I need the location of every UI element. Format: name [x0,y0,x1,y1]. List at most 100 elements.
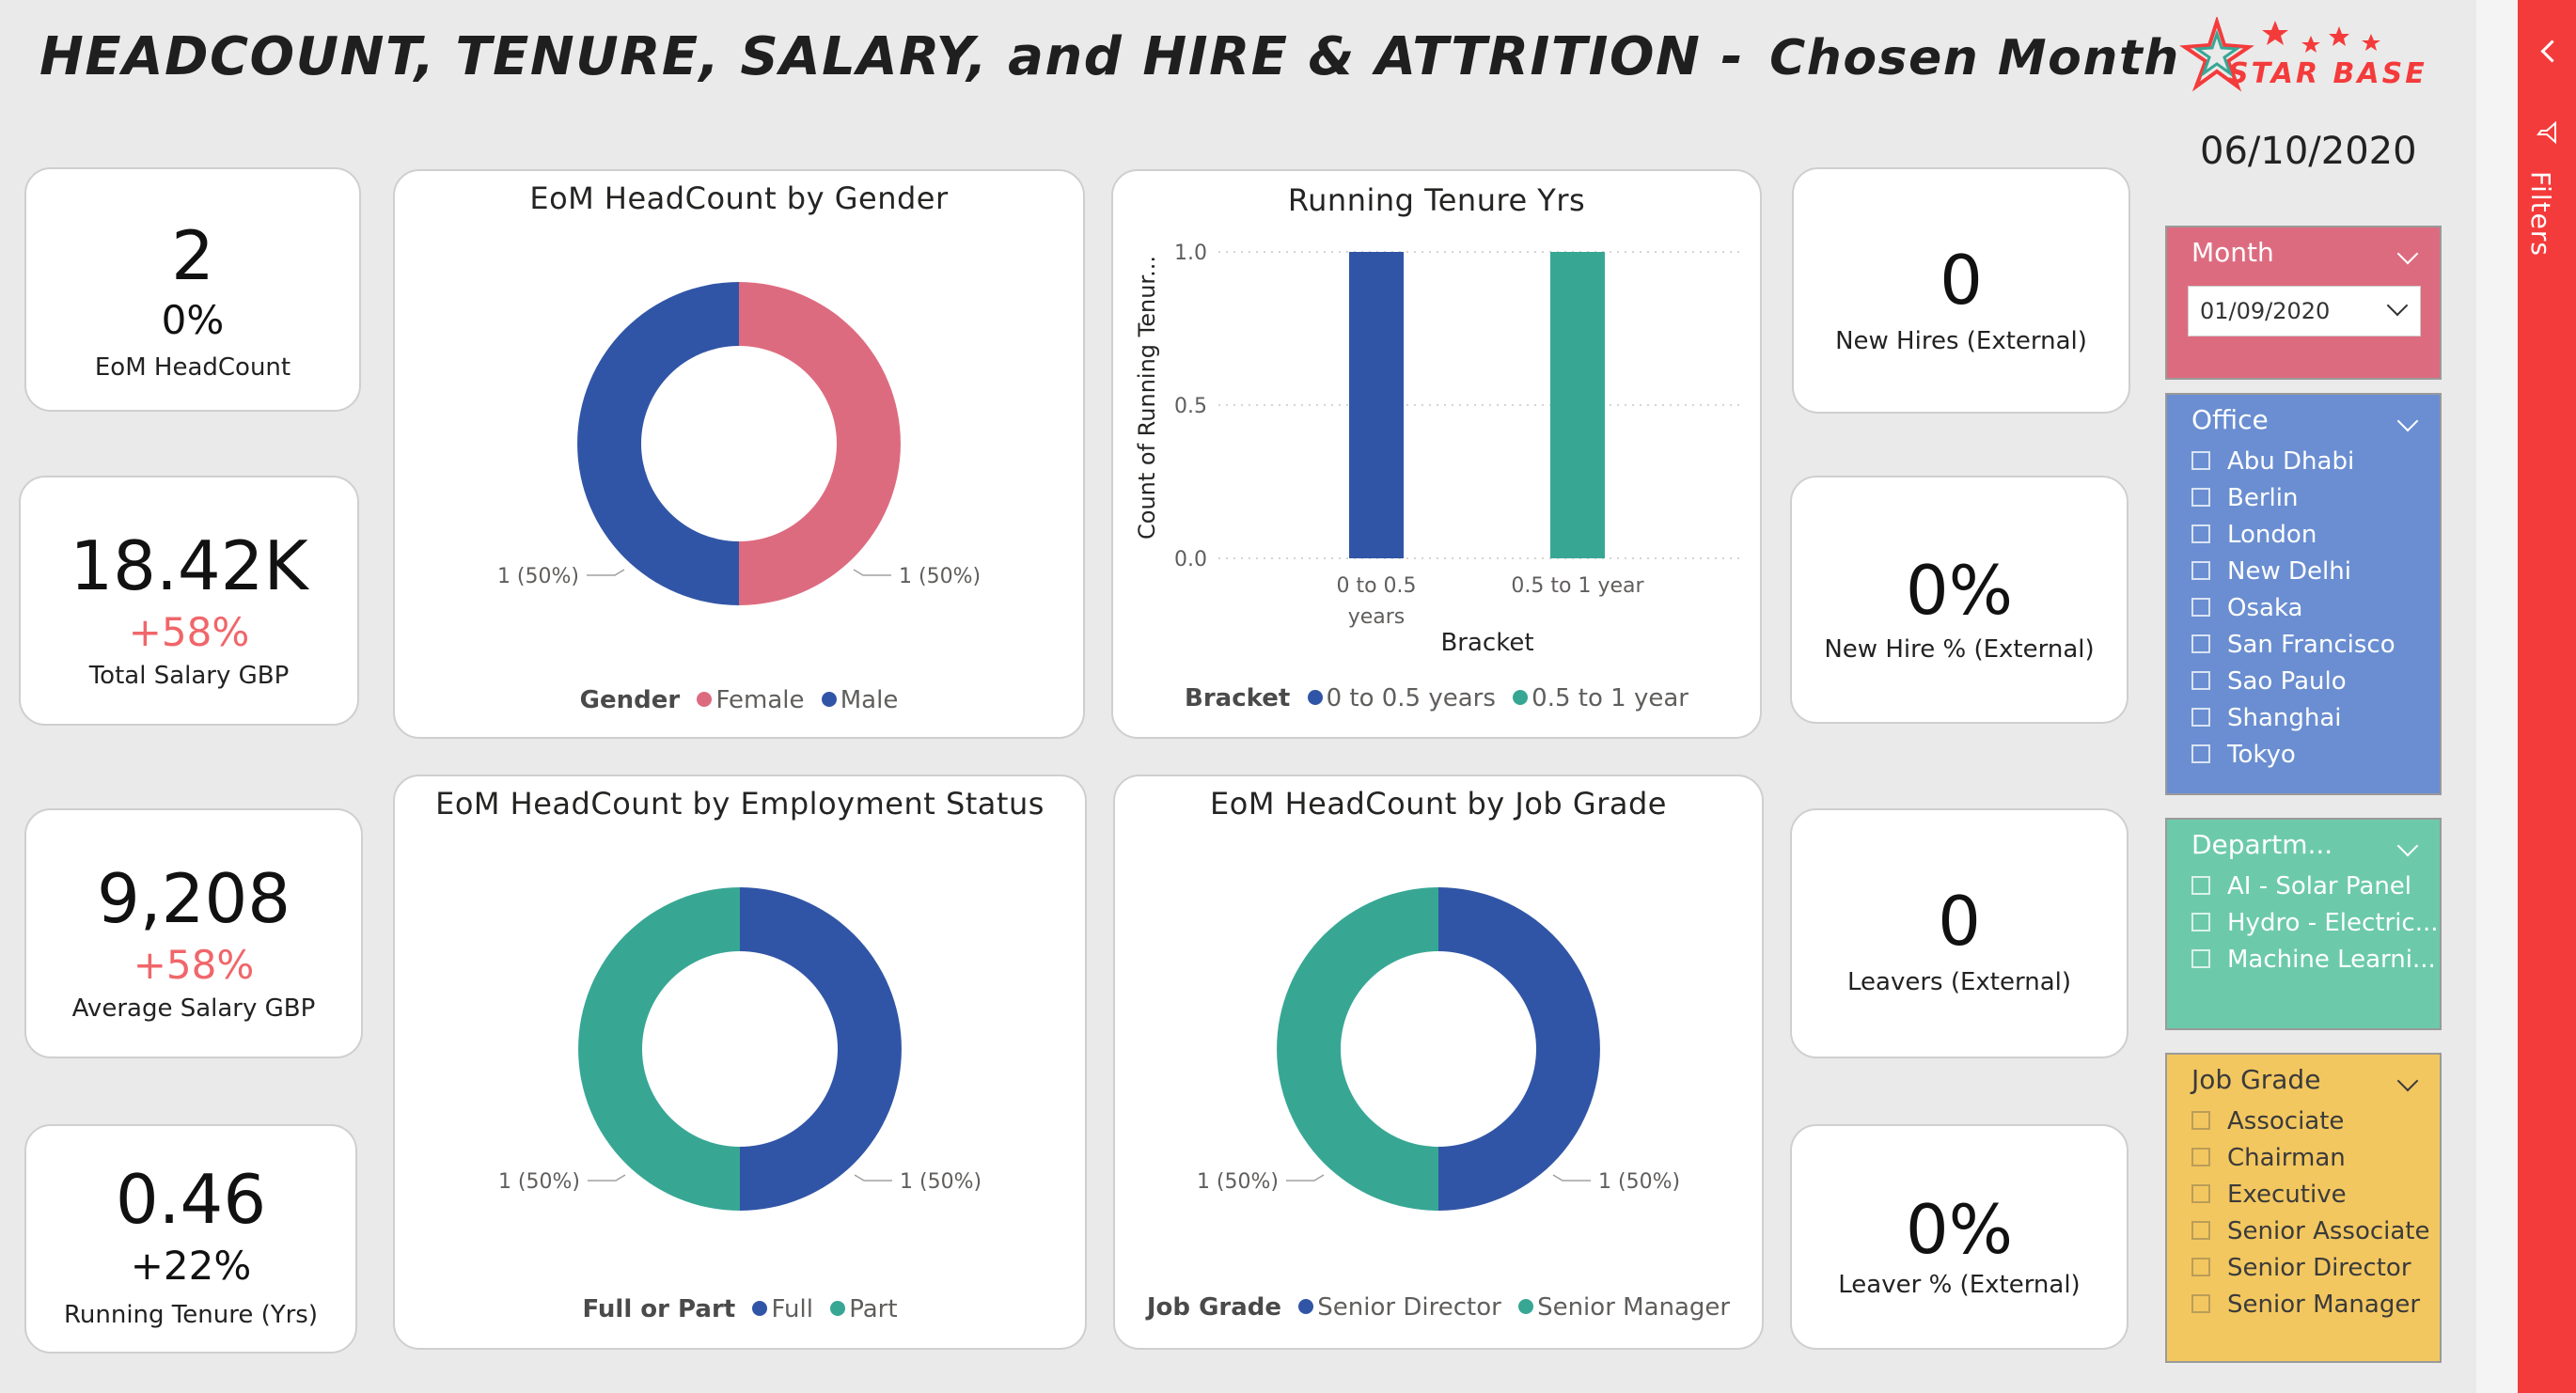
checkbox[interactable] [2191,875,2210,895]
office-item[interactable]: Osaka [2191,594,2302,622]
job-grade-slicer[interactable]: Job Grade Associate Chairman Executive S… [2165,1053,2442,1363]
page-title: HEADCOUNT, TENURE, SALARY, and HIRE & AT… [39,26,2180,87]
filter-icon[interactable] [2535,120,2559,145]
kpi-value: 0% [1905,551,2014,630]
donut-slice-part[interactable] [578,887,740,1211]
x-tick-label: 0 to 0.5 years [1336,574,1416,629]
checkbox[interactable] [2191,1183,2210,1203]
chart-title: EoM HeadCount by Job Grade [1210,786,1667,822]
checkbox[interactable] [2191,1293,2210,1313]
expand-chevron-icon[interactable] [2540,39,2564,63]
office-slicer[interactable]: Office Abu Dhabi Berlin London New Delhi… [2165,393,2442,795]
job-grade-item[interactable]: Executive [2191,1181,2347,1209]
legend-swatch-male [821,692,837,707]
donut-slice-full[interactable] [740,887,902,1211]
bar-0-to-0-5-years[interactable] [1349,252,1404,558]
office-item[interactable]: Tokyo [2191,741,2296,769]
job-grade-item[interactable]: Senior Associate [2191,1217,2430,1245]
chevron-down-icon[interactable] [2396,243,2419,265]
dropdown-chevron-icon[interactable] [2386,294,2409,317]
month-slicer[interactable]: Month 01/09/2020 [2165,226,2442,380]
department-item[interactable]: Machine Learni... [2191,946,2436,974]
donut-slice-male[interactable] [577,282,739,605]
filters-label: Filters [2525,171,2556,257]
chart-card-running-tenure: Running Tenure Yrs 0.0 0.5 1.0 0 to 0.5 year… [1111,169,1762,739]
checkbox[interactable] [2191,912,2210,931]
job-grade-item[interactable]: Senior Manager [2191,1291,2420,1319]
job-grade-item[interactable]: Senior Director [2191,1254,2411,1282]
checkbox[interactable] [2191,1110,2210,1130]
x-axis-label: Bracket [1440,629,1533,657]
legend-swatch-0-to-0-5 [1307,690,1323,705]
leader-line [853,569,891,576]
filters-pane-collapsed[interactable]: Filters [2518,0,2576,1393]
bar-chart-running-tenure: 0.0 0.5 1.0 0 to 0.5 years 0.5 to 1 year Brack… [1134,242,1741,657]
kpi-value: 0% [1905,1190,2014,1269]
office-item[interactable]: New Delhi [2191,557,2351,586]
legend-title: Bracket [1185,684,1291,712]
legend-swatch-senior-director [1298,1299,1314,1314]
bar-0-5-to-1-year[interactable] [1550,252,1605,558]
donut-slice-senior-director[interactable] [1438,887,1600,1211]
checkbox[interactable] [2191,1220,2210,1240]
office-item[interactable]: Sao Paulo [2191,667,2347,696]
office-item-label: Abu Dhabi [2227,447,2355,476]
checkbox[interactable] [2191,487,2210,507]
job-grade-item-label: Chairman [2227,1144,2346,1172]
chart-title: EoM HeadCount by Gender [529,180,949,216]
leader-line [1286,1174,1325,1182]
checkbox[interactable] [2191,450,2210,470]
job-grade-item-label: Senior Manager [2227,1291,2421,1319]
checkbox[interactable] [2191,524,2210,543]
legend-item-senior-director: Senior Director [1317,1293,1501,1322]
data-label-full: 1 (50%) [900,1170,982,1194]
checkbox[interactable] [2191,560,2210,580]
kpi-card-headcount: 2 0% EoM HeadCount [24,167,361,412]
checkbox[interactable] [2191,1257,2210,1276]
office-item[interactable]: Shanghai [2191,704,2342,732]
office-item-label: Berlin [2227,484,2299,512]
month-slicer-title: Month [2191,237,2274,268]
kpi-label: Running Tenure (Yrs) [63,1301,318,1329]
donut-slice-female[interactable] [739,282,901,605]
checkbox[interactable] [2191,948,2210,968]
kpi-value: 2 [171,216,214,295]
job-grade-item[interactable]: Chairman [2191,1144,2346,1172]
job-grade-item-label: Senior Director [2227,1254,2411,1282]
department-item[interactable]: Hydro - Electric... [2191,909,2439,937]
department-item[interactable]: AI - Solar Panel [2191,872,2411,900]
office-item[interactable]: London [2191,521,2317,549]
office-item[interactable]: Berlin [2191,484,2298,512]
office-item[interactable]: Abu Dhabi [2191,447,2354,476]
job-grade-item[interactable]: Associate [2191,1107,2344,1135]
x-tick-label: 0.5 to 1 year [1511,574,1644,598]
job-grade-item-label: Executive [2227,1181,2347,1209]
page-title-sub: Chosen Month [1769,30,2180,86]
chevron-down-icon[interactable] [2396,1070,2419,1092]
leader-line [854,1174,892,1182]
checkbox[interactable] [2191,743,2210,763]
legend-title: Full or Part [582,1295,736,1323]
data-label-senior-manager: 1 (50%) [1197,1170,1279,1194]
legend-swatch-full [752,1301,768,1316]
checkbox[interactable] [2191,597,2210,617]
kpi-value: 0.46 [115,1160,267,1239]
checkbox[interactable] [2191,1147,2210,1166]
chevron-down-icon[interactable] [2396,410,2419,432]
chart-legend: Gender Female Male [395,686,1083,714]
kpi-change: +22% [130,1243,252,1289]
right-gutter [2476,0,2518,1393]
checkbox[interactable] [2191,634,2210,653]
kpi-change: +58% [128,609,250,655]
kpi-card-new-hires: 0 New Hires (External) [1792,167,2130,414]
chart-legend: Bracket 0 to 0.5 years 0.5 to 1 year [1113,684,1760,712]
checkbox[interactable] [2191,707,2210,727]
month-dropdown[interactable]: 01/09/2020 [2188,286,2421,337]
donut-slice-senior-manager[interactable] [1277,887,1438,1211]
office-item[interactable]: San Francisco [2191,631,2395,659]
department-slicer[interactable]: Departm... AI - Solar Panel Hydro - Elec… [2165,818,2442,1030]
data-label-female: 1 (50%) [899,565,981,588]
legend-title: Gender [579,686,681,714]
checkbox[interactable] [2191,670,2210,690]
chevron-down-icon[interactable] [2396,835,2419,857]
